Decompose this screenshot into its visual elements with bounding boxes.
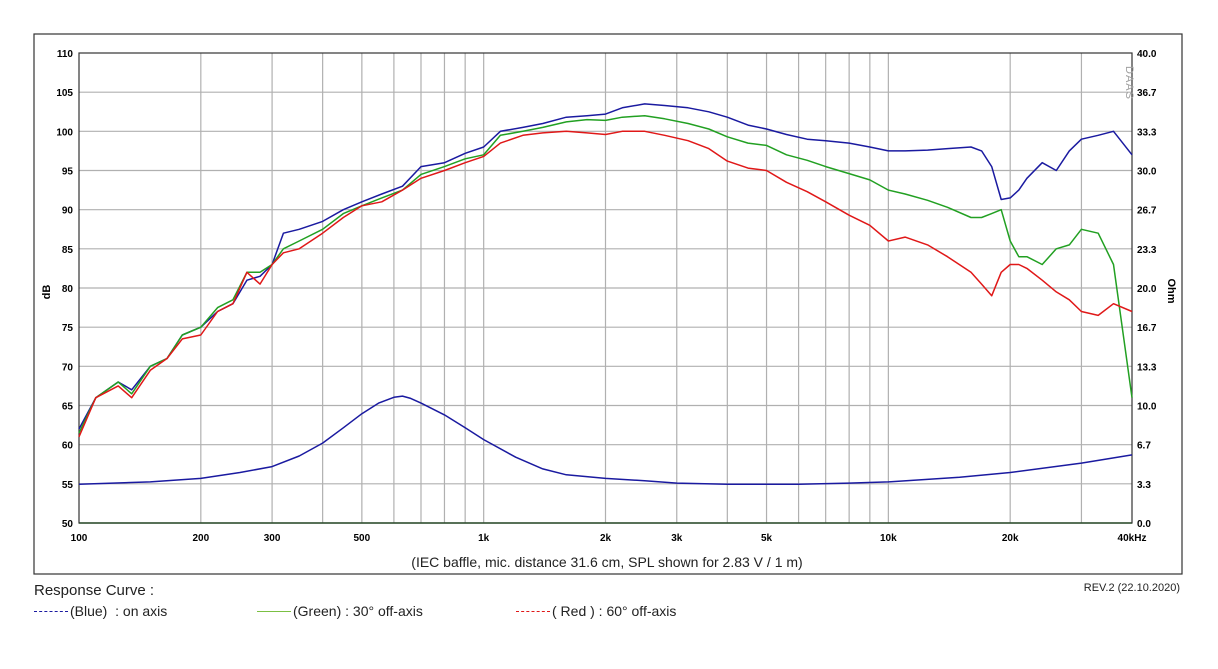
y-tick-label-right: 20.0 bbox=[1137, 284, 1157, 295]
x-tick-label: 2k bbox=[600, 533, 612, 544]
y-axis-label-left: dB bbox=[41, 285, 53, 300]
y-tick-label-right: 40.0 bbox=[1137, 49, 1157, 60]
y-tick-label-right: 36.7 bbox=[1137, 88, 1157, 99]
y-tick-label-right: 30.0 bbox=[1137, 167, 1157, 178]
y-tick-label-right: 16.7 bbox=[1137, 323, 1157, 334]
y-tick-label-right: 6.7 bbox=[1137, 441, 1151, 452]
legend-line-blue bbox=[34, 610, 68, 612]
legend-item-red: ( Red ) : 60° off-axis bbox=[516, 603, 676, 619]
x-tick-label: 500 bbox=[354, 533, 371, 544]
legend-line-green bbox=[257, 610, 291, 612]
y-tick-label-right: 23.3 bbox=[1137, 245, 1157, 256]
legend-title: Response Curve : bbox=[34, 582, 155, 599]
legend-label-blue: (Blue) : on axis bbox=[70, 603, 168, 619]
x-tick-label: 40kHz bbox=[1118, 533, 1147, 544]
series-line-impedance bbox=[78, 395, 1133, 485]
y-tick-label-left: 100 bbox=[56, 127, 73, 138]
y-tick-label-left: 105 bbox=[56, 88, 73, 99]
chart-caption: (IEC baffle, mic. distance 31.6 cm, SPL … bbox=[411, 554, 802, 570]
revision-label: REV.2 (22.10.2020) bbox=[1083, 582, 1180, 594]
legend-line-red bbox=[516, 610, 550, 612]
y-tick-label-left: 90 bbox=[62, 206, 74, 217]
y-tick-label-right: 3.3 bbox=[1137, 480, 1151, 491]
y-tick-label-left: 70 bbox=[62, 362, 74, 373]
legend-item-blue: (Blue) : on axis bbox=[34, 603, 167, 619]
series-line-60-off-axis bbox=[78, 130, 1133, 438]
x-tick-label: 3k bbox=[671, 533, 683, 544]
series-line-on-axis bbox=[78, 103, 1133, 430]
legend-label-red: ( Red ) : 60° off-axis bbox=[552, 603, 677, 619]
x-tick-label: 100 bbox=[71, 533, 88, 544]
x-tick-label: 300 bbox=[264, 533, 281, 544]
x-tick-label: 5k bbox=[761, 533, 773, 544]
legend-item-green: (Green) : 30° off-axis bbox=[257, 603, 423, 619]
y-tick-label-right: 33.3 bbox=[1137, 127, 1157, 138]
y-tick-label-left: 80 bbox=[62, 284, 74, 295]
y-tick-label-left: 75 bbox=[62, 323, 74, 334]
y-axis-label-right: Ohm bbox=[1165, 278, 1177, 303]
curves bbox=[78, 103, 1133, 485]
grid bbox=[79, 53, 1132, 524]
y-tick-label-left: 60 bbox=[62, 441, 74, 452]
y-tick-label-left: 95 bbox=[62, 167, 74, 178]
x-tick-label: 200 bbox=[192, 533, 209, 544]
plot-area bbox=[78, 52, 1133, 524]
y-tick-label-right: 10.0 bbox=[1137, 402, 1157, 413]
y-tick-label-right: 26.7 bbox=[1137, 206, 1157, 217]
y-tick-label-left: 55 bbox=[62, 480, 74, 491]
axes: 100 200 300 500 1k 2k 3k 5k 10k 20k 40kHz 50 55 60 65 7… bbox=[56, 49, 1157, 544]
y-tick-label-left: 50 bbox=[62, 519, 74, 530]
y-tick-label-left: 110 bbox=[57, 49, 74, 60]
y-tick-label-right: 13.3 bbox=[1137, 362, 1157, 373]
x-tick-label: 1k bbox=[478, 533, 490, 544]
x-tick-label: 20k bbox=[1002, 533, 1019, 544]
legend-label-green: (Green) : 30° off-axis bbox=[293, 603, 423, 619]
y-tick-label-right: 0.0 bbox=[1137, 519, 1151, 530]
x-tick-label: 10k bbox=[880, 533, 897, 544]
watermark: DAAS bbox=[1123, 66, 1135, 100]
y-tick-label-left: 85 bbox=[62, 245, 74, 256]
y-tick-label-left: 65 bbox=[62, 402, 74, 413]
